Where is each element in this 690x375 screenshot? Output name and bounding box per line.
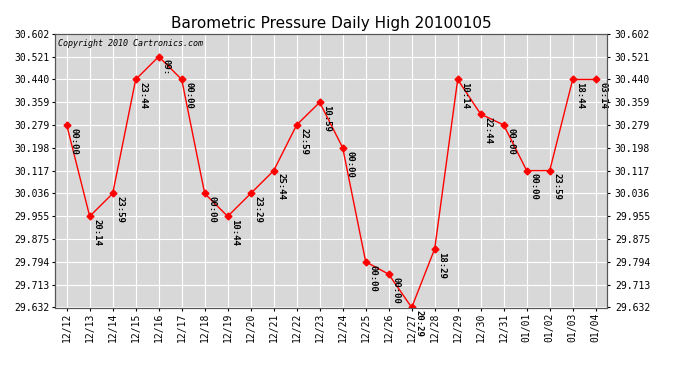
Text: 03:14: 03:14 (598, 82, 607, 109)
Title: Barometric Pressure Daily High 20100105: Barometric Pressure Daily High 20100105 (171, 16, 491, 31)
Text: 00:00: 00:00 (368, 264, 377, 291)
Text: 00:00: 00:00 (346, 150, 355, 177)
Text: 23:59: 23:59 (553, 173, 562, 200)
Text: 09:: 09: (161, 59, 170, 75)
Text: 00:00: 00:00 (529, 173, 538, 200)
Text: 20:29: 20:29 (415, 310, 424, 337)
Text: 18:29: 18:29 (437, 252, 446, 279)
Text: 23:59: 23:59 (115, 196, 124, 223)
Text: 10:59: 10:59 (322, 105, 331, 132)
Text: 00:00: 00:00 (391, 277, 400, 304)
Text: 22:59: 22:59 (299, 128, 308, 154)
Text: 18:44: 18:44 (575, 82, 584, 109)
Text: 22:44: 22:44 (484, 117, 493, 144)
Text: Copyright 2010 Cartronics.com: Copyright 2010 Cartronics.com (58, 39, 203, 48)
Text: 00:00: 00:00 (184, 82, 193, 109)
Text: 00:00: 00:00 (506, 128, 515, 154)
Text: 23:29: 23:29 (253, 196, 262, 223)
Text: 20:14: 20:14 (92, 219, 101, 246)
Text: 00:00: 00:00 (208, 196, 217, 223)
Text: 10:44: 10:44 (230, 219, 239, 246)
Text: 25:44: 25:44 (277, 173, 286, 200)
Text: 00:00: 00:00 (70, 128, 79, 154)
Text: 23:44: 23:44 (139, 82, 148, 109)
Text: 10:14: 10:14 (460, 82, 469, 109)
